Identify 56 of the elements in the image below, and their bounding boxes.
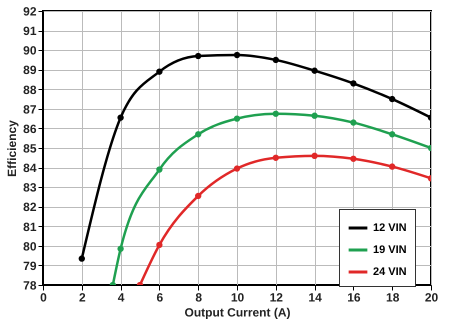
point [311, 152, 318, 159]
line-series [110, 110, 431, 285]
x-tick-label: 8 [195, 290, 202, 304]
point [389, 163, 396, 170]
y-tick-label: 85 [23, 142, 37, 156]
point [78, 255, 85, 262]
point [117, 246, 124, 252]
point [350, 119, 357, 126]
y-tick-label: 87 [23, 102, 37, 116]
point [234, 115, 240, 122]
y-tick-label: 86 [23, 122, 37, 136]
y-tick-label: 79 [23, 258, 37, 273]
x-tick-label: 4 [118, 290, 125, 304]
x-tick-label: 6 [156, 290, 164, 304]
y-tick-label: 92 [23, 4, 37, 18]
legend-label: 12 VIN [373, 222, 407, 234]
point [195, 131, 202, 138]
point [156, 68, 163, 75]
point [234, 165, 240, 172]
point [234, 52, 240, 58]
x-tick-label: 12 [270, 290, 284, 304]
y-tick-label: 90 [23, 44, 37, 58]
y-tick-label: 83 [23, 180, 37, 195]
point [195, 52, 202, 60]
point [117, 114, 124, 121]
x-tick-label: 16 [347, 290, 361, 304]
point [272, 56, 279, 64]
point [311, 112, 318, 119]
x-axis-title: Output Current (A) [184, 306, 290, 320]
x-tick-label: 20 [424, 290, 438, 304]
x-tick-label: 14 [308, 290, 322, 304]
point [272, 110, 279, 117]
y-tick-label: 80 [23, 239, 37, 254]
y-tick-label: 82 [23, 200, 37, 214]
point [350, 80, 357, 87]
y-axis-title: Efficiency [5, 120, 20, 177]
y-tick-label: 91 [23, 24, 37, 38]
y-tick-label: 84 [23, 161, 37, 176]
legend-label: 19 VIN [373, 244, 407, 256]
y-tick-label: 88 [23, 82, 37, 97]
point [272, 154, 279, 161]
y-tick-label: 81 [23, 220, 37, 234]
point [311, 68, 318, 74]
legend-label: 24 VIN [373, 266, 407, 278]
point [389, 131, 396, 138]
x-tick-label: 0 [40, 290, 48, 304]
y-tick-label: 78 [23, 278, 37, 292]
point [156, 242, 163, 248]
x-tick-label: 2 [78, 290, 86, 304]
x-tick-label: 18 [386, 290, 400, 304]
point [389, 96, 396, 102]
point [156, 166, 163, 173]
y-tick-label: 89 [23, 63, 37, 78]
point [350, 156, 357, 162]
point [195, 192, 202, 200]
x-tick-label: 10 [230, 290, 244, 304]
